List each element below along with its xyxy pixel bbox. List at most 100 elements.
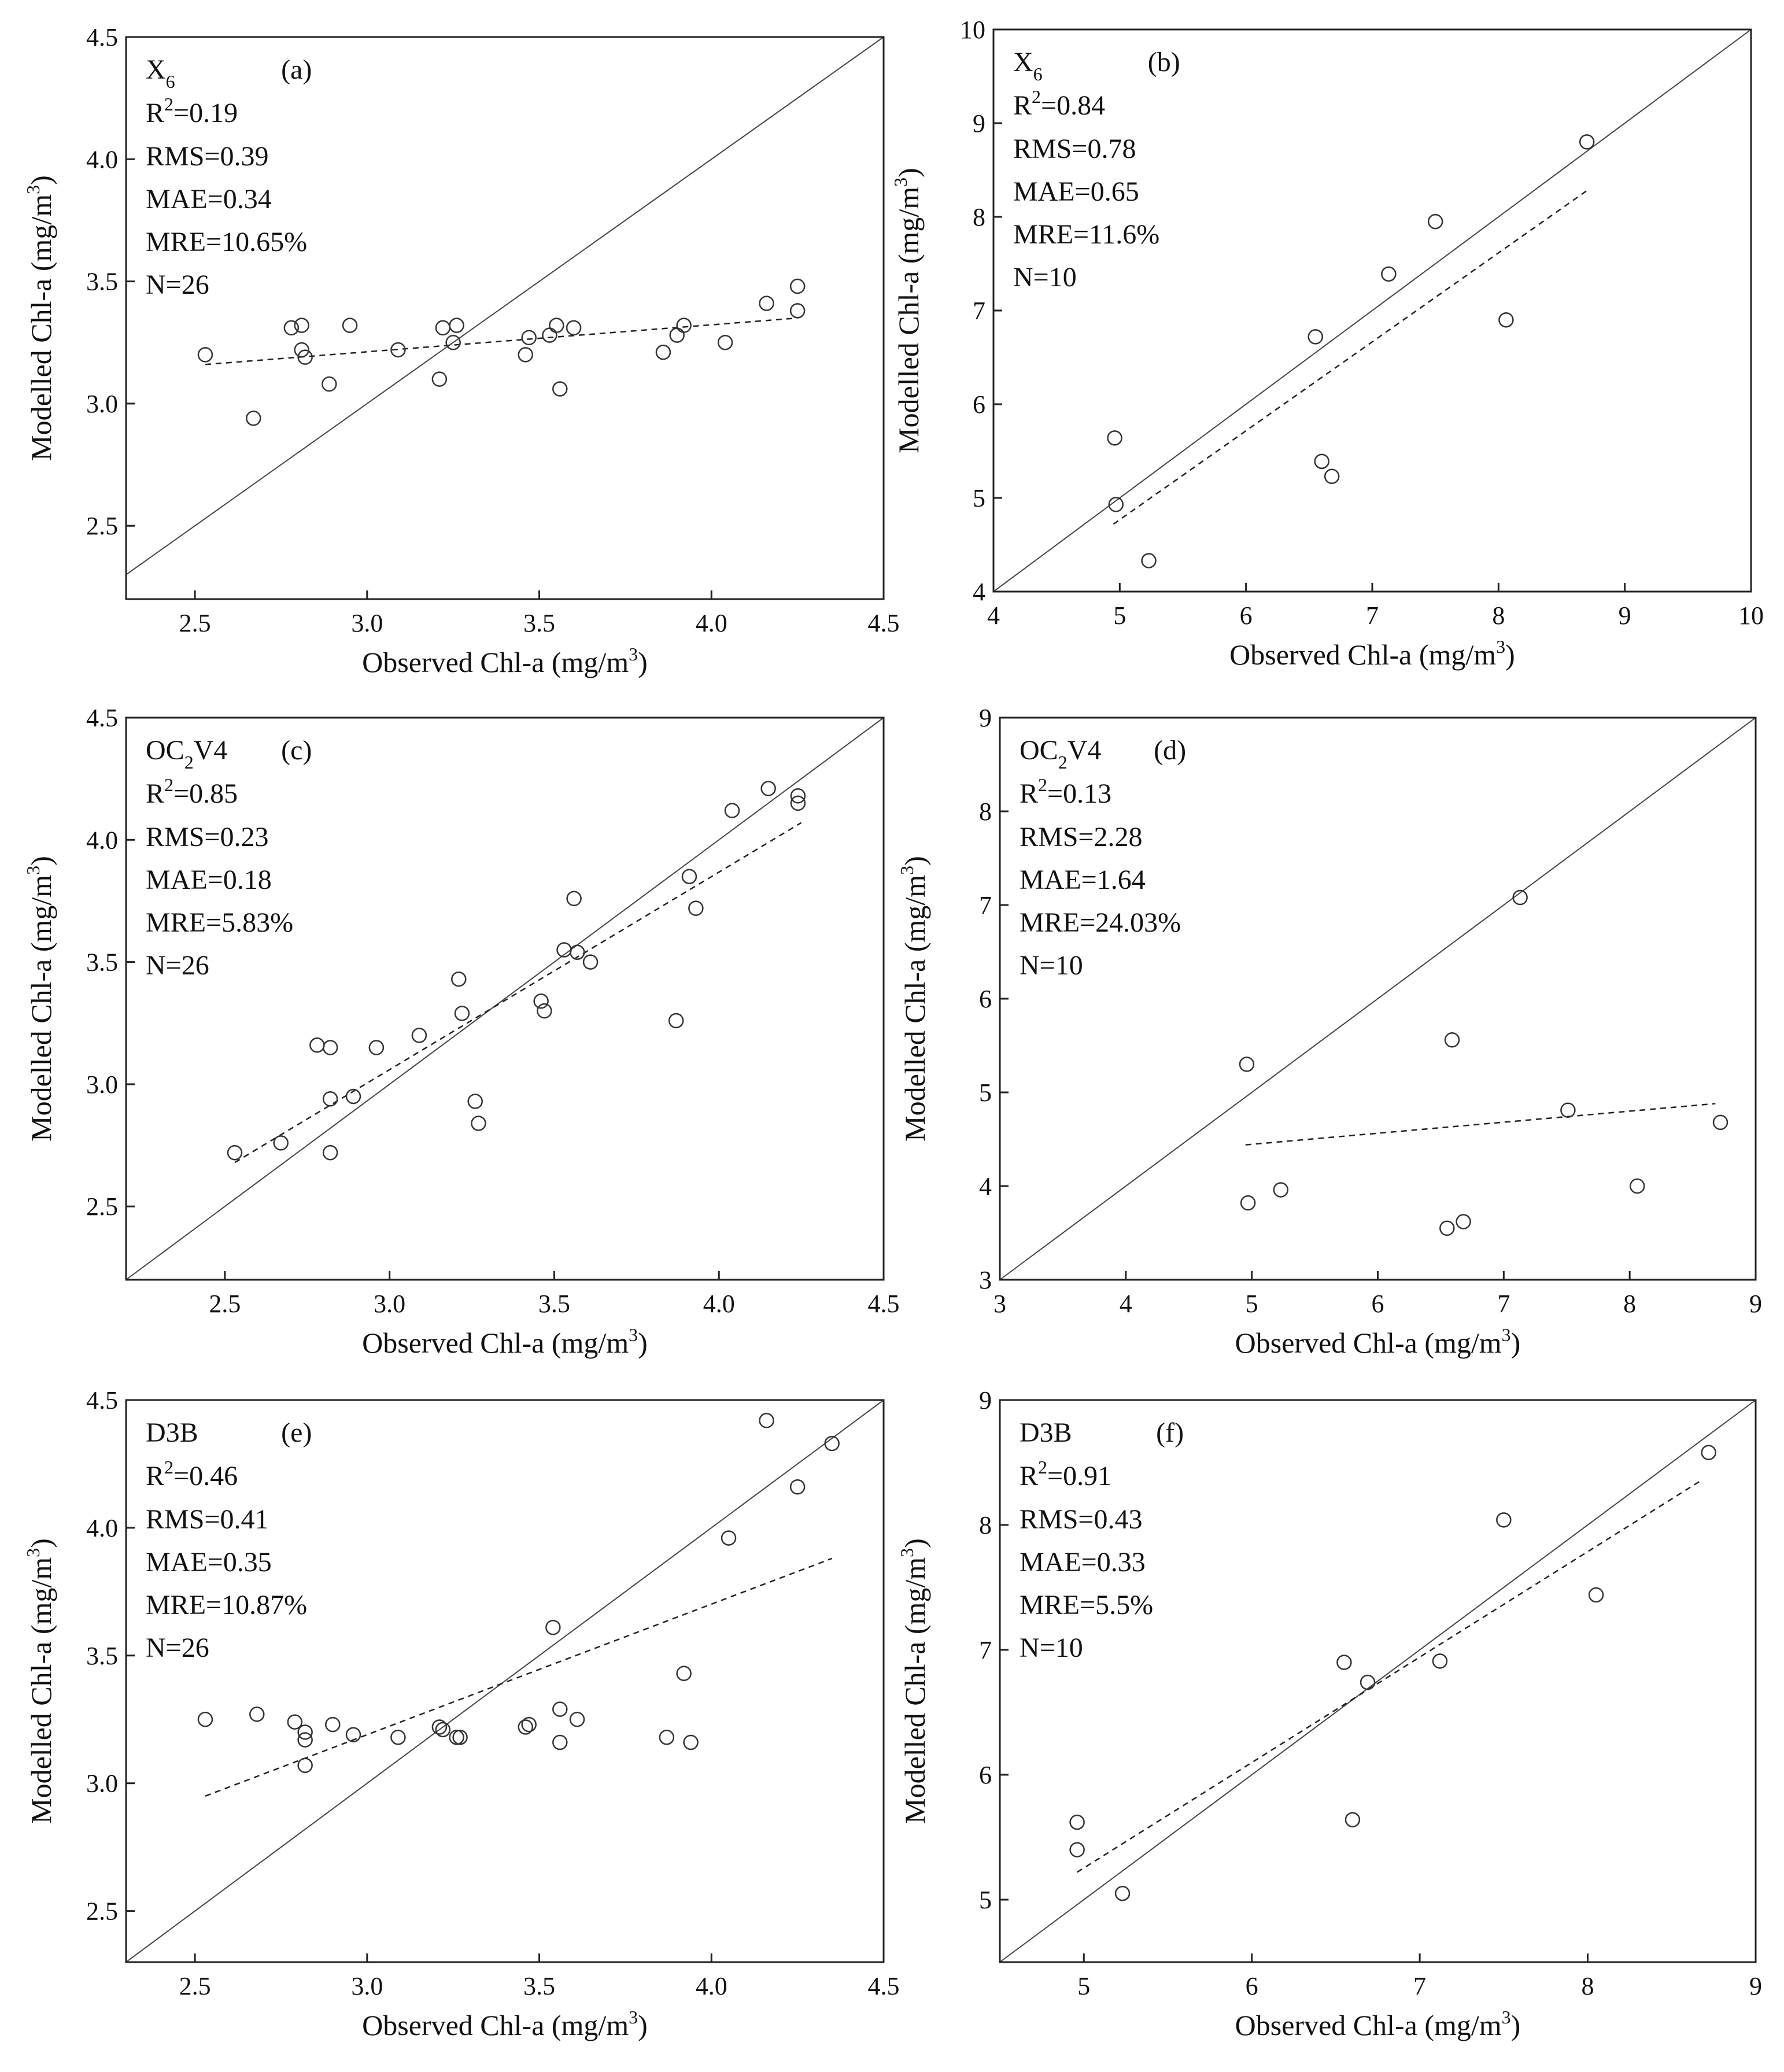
y-tick-label: 2.5 [86,512,118,540]
data-point [683,1734,699,1750]
method-name: D3B [146,1417,198,1448]
x-tick-label: 3.0 [374,1290,405,1318]
data-point [790,795,806,811]
y-tick-label: 7 [979,1636,992,1664]
y-tick-label: 3.0 [86,1070,118,1099]
data-point [197,1712,213,1727]
x-tick-label: 5 [1077,1972,1090,2000]
y-tick-label: 4.0 [86,826,118,854]
y-tick-label: 7 [979,891,992,919]
y-tick-label: 6 [979,985,992,1013]
x-axis-label: Observed Chl-a (mg/m3) [1235,1324,1521,1359]
data-point [1107,430,1122,446]
y-tick-label: 6 [979,1761,992,1789]
data-point [345,1727,361,1743]
x-tick-label: 6 [1372,1290,1384,1318]
stat-mre: MRE=11.6% [1013,219,1159,250]
data-point [789,278,806,294]
data-point [249,1707,265,1722]
stat-mae: MAE=0.35 [146,1547,272,1578]
stat-mre: MRE=10.87% [146,1590,307,1620]
y-tick-label: 3.5 [86,268,118,296]
data-point [790,788,806,804]
y-tick-label: 5 [979,1886,992,1914]
x-axis-label: Observed Chl-a (mg/m3) [1235,2007,1521,2041]
y-tick-label: 9 [979,704,992,732]
data-point [566,891,582,906]
x-tick-label: 4.5 [868,609,900,637]
data-point [471,1116,486,1131]
data-point [1240,1195,1256,1211]
data-point [390,342,406,358]
data-point [431,1719,448,1735]
data-point [467,1094,483,1109]
panel-f: 5 6 7 8 9 5 6 7 8 9 Observed Chl-a (mg/m3) Modelled… [896,1386,1762,2041]
x-tick-label: 2.5 [209,1290,241,1318]
data-point [518,347,533,363]
x-tick-label: 4 [987,601,1000,630]
data-point [1701,1445,1716,1460]
plot-frame [125,1399,885,1963]
stat-mre: MRE=10.65% [146,227,307,257]
panel-label: (c) [281,735,312,766]
data-point [789,303,806,319]
data-point [227,1144,243,1161]
y-axis-label: Modelled Chl-a (mg/m3) [896,1538,931,1824]
stat-mae: MAE=0.34 [146,184,272,215]
data-point [1498,312,1514,328]
y-tick-label: 9 [973,109,985,138]
data-point [454,1006,470,1021]
x-tick-label: 6 [1246,1972,1258,2000]
data-point [521,1716,537,1733]
y-axis-label: Modelled Chl-a (mg/m3) [23,175,57,461]
data-point [1427,213,1443,230]
data-point [283,320,300,336]
stat-n: N=10 [1020,950,1083,981]
data-point [452,1729,468,1745]
data-point [390,1729,406,1745]
y-tick-label: 5 [973,484,985,512]
data-point [537,1003,552,1019]
regression-fit-line [234,822,802,1164]
plot-frame [125,716,885,1281]
stat-rms: RMS=0.23 [146,822,268,852]
data-point [566,320,582,336]
data-point [1069,1842,1085,1857]
panel-d: 3 4 5 6 7 8 9 3 4 5 6 7 8 9 Observed Chl-a (mg/m3) Mode… [896,704,1762,1359]
stat-r2: R2=0.46 [146,1457,238,1491]
data-point [724,803,740,818]
y-tick-label: 4.0 [86,1514,118,1542]
x-tick-label: 3.5 [523,1972,555,2000]
data-point [322,1040,338,1055]
x-tick-label: 6 [1240,601,1253,630]
data-point [533,993,549,1009]
x-tick-label: 8 [1492,601,1505,630]
y-tick-label: 6 [973,390,985,419]
y-tick-label: 8 [979,797,992,826]
data-point [676,1665,692,1681]
data-point [1273,1182,1289,1198]
x-axis-label: Observed Chl-a (mg/m3) [362,1324,648,1359]
data-point [1381,266,1397,282]
stat-mre: MRE=5.5% [1020,1590,1153,1620]
x-tick-label: 2.5 [179,1972,211,2000]
panel-e: 2.5 3.0 3.5 4.0 4.5 2.5 3.0 3.5 4.0 4.5 Observed C… [23,1386,900,2041]
identity-line [999,717,1756,1280]
plot-frame [999,1399,1757,1963]
y-tick-label: 4 [979,1172,992,1201]
data-point [1629,1178,1645,1194]
data-point [824,1435,840,1451]
x-axis-label: Observed Chl-a (mg/m3) [1229,636,1515,671]
data-point [789,1479,806,1495]
data-point [309,1037,325,1053]
data-point [545,1619,561,1635]
data-point [1512,889,1528,906]
data-point [322,1091,338,1107]
data-point [435,1722,451,1738]
regression-fit-line [1113,190,1587,525]
plot-frame [125,36,885,600]
x-tick-label: 3 [993,1290,1006,1318]
x-tick-label: 7 [1366,601,1379,630]
data-point [273,1135,289,1151]
